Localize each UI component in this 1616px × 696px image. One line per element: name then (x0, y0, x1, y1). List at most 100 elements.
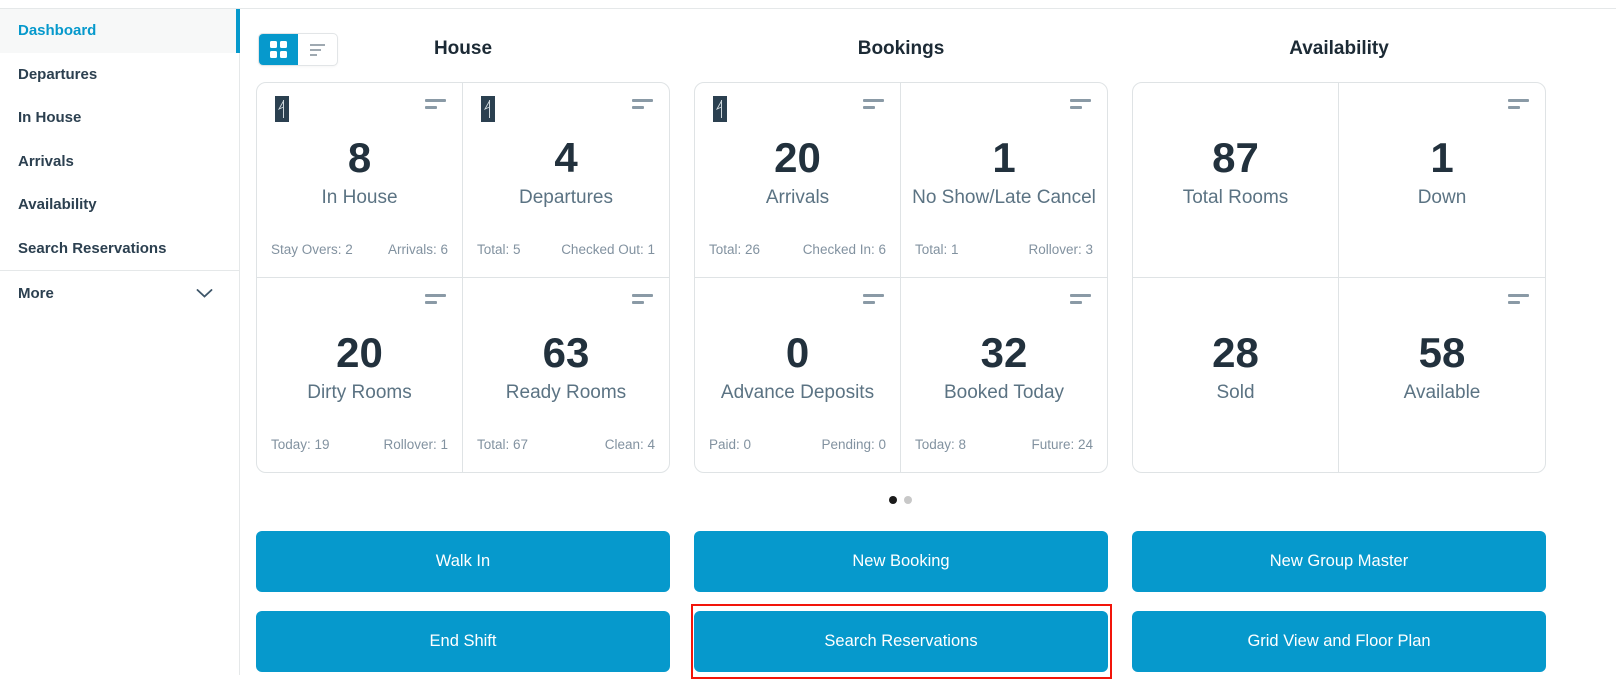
grid-view-button[interactable] (259, 34, 298, 65)
tile-menu-icon[interactable] (425, 293, 446, 304)
stat-label: Arrivals (765, 187, 830, 209)
sidebar-item-search-reservations[interactable]: Search Reservations (0, 227, 239, 271)
stat-value: 1 (1430, 134, 1454, 181)
tile-arrivals[interactable]: 20 Arrivals Total: 26 Checked In: 6 (695, 83, 901, 278)
carousel-dots (889, 496, 912, 504)
new-booking-button[interactable]: New Booking (694, 531, 1108, 592)
sidebar-item-in-house[interactable]: In House (0, 96, 239, 140)
stat-foot-left: Today: 8 (915, 437, 967, 452)
stat-foot-left: Paid: 0 (709, 437, 752, 452)
section-title-house: House (433, 38, 493, 59)
stat-label: Down (1417, 187, 1467, 209)
flag-icon (481, 96, 495, 122)
stat-value: 4 (554, 134, 578, 181)
stat-value: 0 (785, 328, 810, 376)
sidebar-item-label: Arrivals (18, 152, 74, 170)
search-reservations-button[interactable]: Search Reservations (694, 611, 1108, 672)
sidebar-item-label: Availability (18, 196, 97, 214)
stat-label: No Show/Late Cancel (912, 187, 1096, 209)
tile-menu-icon[interactable] (425, 99, 446, 109)
stat-value: 1 (992, 134, 1016, 181)
sidebar-item-dashboard[interactable]: Dashboard (0, 9, 240, 53)
stat-label: Available (1403, 381, 1481, 403)
tile-menu-icon[interactable] (1508, 99, 1529, 109)
stat-foot-right: Future: 24 (1031, 437, 1093, 452)
tile-menu-icon[interactable] (1070, 99, 1091, 109)
stat-foot-left: Stay Overs: 2 (271, 241, 353, 257)
tile-in-house[interactable]: 8 In House Stay Overs: 2 Arrivals: 6 (257, 83, 463, 278)
stat-value: 63 (542, 328, 590, 376)
tile-ready-rooms[interactable]: 63 Ready Rooms Total: 67 Clean: 4 (463, 278, 669, 473)
end-shift-button[interactable]: End Shift (256, 611, 670, 672)
tile-menu-icon[interactable] (863, 99, 884, 109)
sidebar-item-label: Departures (18, 65, 98, 83)
sidebar-item-label: Search Reservations (18, 239, 167, 257)
walk-in-button[interactable]: Walk In (256, 531, 670, 592)
carousel-dot-active[interactable] (889, 496, 897, 504)
chevron-down-icon (196, 288, 213, 298)
tile-dirty-rooms[interactable]: 20 Dirty Rooms Today: 19 Rollover: 1 (257, 277, 463, 472)
tile-no-show[interactable]: 1 No Show/Late Cancel Total: 1 Rollover: 3 (901, 83, 1107, 278)
stat-foot-right: Rollover: 1 (383, 437, 448, 452)
section-title-bookings: Bookings (857, 38, 945, 59)
stat-value: 20 (336, 328, 383, 376)
stat-label: Advance Deposits (720, 381, 875, 403)
stat-foot-right: Checked In: 6 (802, 241, 886, 257)
section-title-availability: Availability (1289, 38, 1389, 59)
stat-foot-right: Pending: 0 (821, 437, 886, 452)
stat-label: Booked Today (943, 381, 1065, 403)
tile-departures[interactable]: 4 Departures Total: 5 Checked Out: 1 (463, 83, 669, 278)
stat-foot-right: Arrivals: 6 (387, 241, 448, 257)
stat-label: Dirty Rooms (307, 381, 412, 403)
list-view-icon (310, 43, 325, 56)
tile-down[interactable]: 1 Down (1339, 83, 1545, 278)
stat-foot-left: Total: 1 (915, 241, 959, 257)
sidebar-item-departures[interactable]: Departures (0, 53, 239, 97)
availability-section: 87 Total Rooms 1 Down 28 Sold 58 Available (1132, 82, 1546, 473)
new-group-master-button[interactable]: New Group Master (1132, 531, 1546, 592)
carousel-dot[interactable] (904, 496, 912, 504)
stat-value: 28 (1212, 328, 1259, 376)
tile-menu-icon[interactable] (863, 293, 884, 304)
tile-booked-today[interactable]: 32 Booked Today Today: 8 Future: 24 (901, 278, 1107, 473)
sidebar-item-arrivals[interactable]: Arrivals (0, 140, 239, 184)
sidebar-item-more[interactable]: More (0, 271, 239, 315)
flag-icon (713, 96, 727, 122)
tile-menu-icon[interactable] (632, 99, 653, 109)
stat-value: 58 (1418, 328, 1466, 376)
sidebar-item-availability[interactable]: Availability (0, 183, 239, 227)
tile-menu-icon[interactable] (1508, 293, 1529, 304)
stat-foot-left: Today: 19 (271, 437, 330, 452)
tile-menu-icon[interactable] (632, 293, 653, 304)
tile-available[interactable]: 58 Available (1339, 278, 1545, 473)
stat-value: 87 (1212, 134, 1259, 181)
stat-foot-left: Total: 5 (477, 241, 521, 257)
tile-sold[interactable]: 28 Sold (1133, 277, 1339, 472)
stat-foot-left: Total: 26 (709, 241, 761, 257)
bookings-section: 20 Arrivals Total: 26 Checked In: 6 1 No Sh… (694, 82, 1108, 473)
top-divider (0, 8, 1616, 9)
stat-value: 8 (347, 134, 372, 181)
grid-view-icon (270, 41, 287, 58)
view-toggle (258, 33, 338, 66)
stat-value: 32 (980, 328, 1028, 376)
tile-total-rooms[interactable]: 87 Total Rooms (1133, 83, 1339, 278)
sidebar: Dashboard Departures In House Arrivals A… (0, 9, 240, 675)
stat-label: Total Rooms (1182, 187, 1289, 209)
stat-label: In House (321, 187, 398, 209)
stat-label: Ready Rooms (505, 381, 627, 403)
stat-foot-right: Clean: 4 (604, 437, 655, 452)
stat-label: Sold (1216, 381, 1255, 403)
stat-label: Departures (519, 187, 613, 209)
stat-value: 20 (774, 134, 821, 181)
stat-foot-right: Checked Out: 1 (561, 241, 655, 257)
sidebar-item-label: In House (18, 109, 82, 127)
grid-view-floor-plan-button[interactable]: Grid View and Floor Plan (1132, 611, 1546, 672)
tile-advance-deposits[interactable]: 0 Advance Deposits Paid: 0 Pending: 0 (695, 277, 901, 472)
list-view-button[interactable] (298, 34, 337, 65)
sidebar-divider (0, 270, 239, 271)
stat-foot-left: Total: 67 (477, 437, 529, 452)
flag-icon (275, 96, 289, 122)
tile-menu-icon[interactable] (1070, 293, 1091, 304)
sidebar-item-label: Dashboard (18, 22, 97, 40)
